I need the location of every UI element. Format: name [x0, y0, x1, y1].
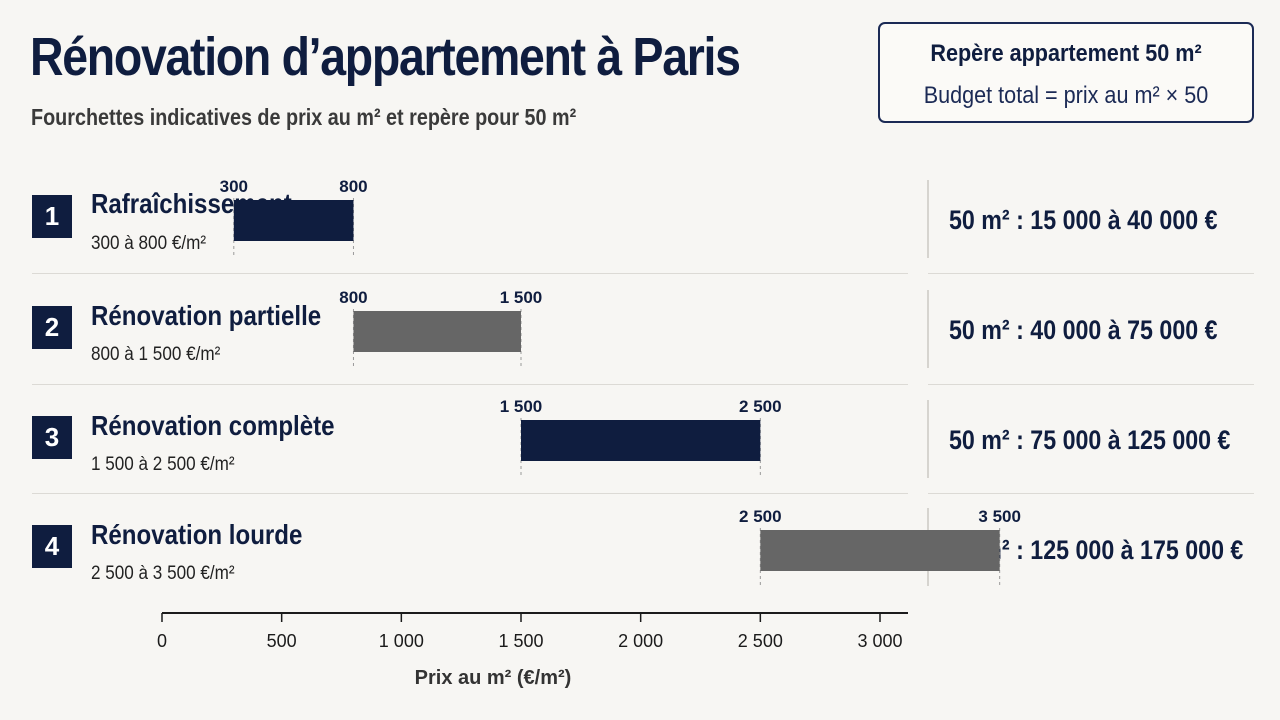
row-total-50m2: 50 m² : 75 000 à 125 000 € [949, 425, 1231, 455]
reference-note-box: Repère appartement 50 m² Budget total = … [878, 22, 1254, 123]
x-tick-label: 3 000 [857, 631, 902, 651]
x-tick-label: 2 000 [618, 631, 663, 651]
range-low-label: 1 500 [500, 397, 543, 416]
range-high-label: 800 [339, 177, 367, 196]
range-low-label: 800 [339, 288, 367, 307]
row-category-name: Rénovation lourde [91, 519, 303, 550]
x-tick-label: 2 500 [738, 631, 783, 651]
x-tick-label: 0 [157, 631, 167, 651]
range-bar [233, 200, 354, 241]
range-high-label: 1 500 [500, 288, 543, 307]
range-high-label: 3 500 [978, 507, 1021, 526]
row-number-badge: 3 [32, 416, 72, 459]
row-price-range: 1 500 à 2 500 €/m² [91, 454, 235, 475]
page-title: Rénovation d’appartement à Paris [30, 27, 741, 87]
row-category-name: Rénovation partielle [91, 300, 322, 331]
range-bar [353, 311, 521, 352]
note-title: Repère appartement 50 m² [930, 40, 1202, 67]
row-divider [928, 384, 1254, 385]
x-tick-label: 500 [267, 631, 297, 651]
x-tick-label: 1 500 [498, 631, 543, 651]
row-divider [928, 273, 1254, 274]
x-tick-label: 1 000 [379, 631, 424, 651]
range-high-label: 2 500 [739, 397, 782, 416]
note-formula: Budget total = prix au m² × 50 [923, 82, 1209, 109]
row-divider [32, 273, 908, 274]
row-number-badge: 1 [32, 195, 72, 238]
column-separator [927, 400, 929, 478]
range-bar [760, 530, 1000, 571]
row-price-range: 800 à 1 500 €/m² [91, 344, 221, 365]
row-total-50m2: 50 m² : 15 000 à 40 000 € [949, 205, 1218, 235]
row-price-range: 2 500 à 3 500 €/m² [91, 563, 235, 584]
row-number-badge: 2 [32, 306, 72, 349]
row-divider [928, 493, 1254, 494]
page-subtitle: Fourchettes indicatives de prix au m² et… [31, 104, 577, 130]
row-price-range: 300 à 800 €/m² [91, 233, 207, 254]
column-separator [927, 180, 929, 258]
row-divider [32, 493, 908, 494]
column-separator [927, 290, 929, 368]
x-axis-title: Prix au m² (€/m²) [415, 667, 572, 689]
range-low-label: 2 500 [739, 507, 782, 526]
range-low-label: 300 [220, 177, 248, 196]
row-category-name: Rénovation complète [91, 410, 335, 441]
row-number-badge: 4 [32, 525, 72, 568]
row-divider [32, 384, 908, 385]
range-bar [521, 420, 761, 461]
row-total-50m2: 50 m² : 40 000 à 75 000 € [949, 315, 1218, 345]
